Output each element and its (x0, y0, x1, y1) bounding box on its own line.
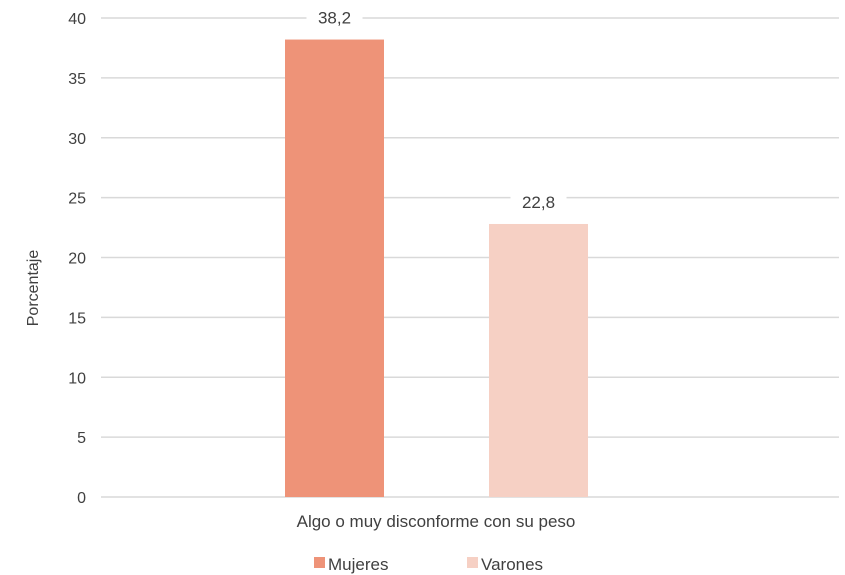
legend-label-mujeres: Mujeres (328, 555, 388, 574)
bar-varones[interactable] (489, 223, 588, 497)
legend-item-varones[interactable]: Varones (467, 555, 543, 574)
data-label-background (306, 6, 363, 29)
y-tick-label: 35 (68, 71, 86, 88)
y-tick-label: 25 (68, 191, 86, 208)
y-tick-label: 15 (68, 310, 86, 327)
y-axis-ticks: 0 5 10 15 20 25 30 35 40 (68, 11, 86, 507)
data-label-background (510, 190, 567, 213)
y-tick-label: 30 (68, 131, 86, 148)
y-tick-label: 5 (77, 430, 86, 447)
legend[interactable]: Mujeres Varones (314, 555, 543, 574)
y-tick-label: 10 (68, 370, 86, 387)
x-category-label: Algo o muy disconforme con su peso (297, 512, 576, 531)
y-tick-label: 20 (68, 251, 86, 268)
legend-swatch-varones (467, 557, 478, 568)
legend-item-mujeres[interactable]: Mujeres (314, 555, 388, 574)
data-label-mujeres: 38,2 (318, 9, 351, 28)
y-tick-label: 40 (68, 11, 86, 28)
bars (285, 39, 588, 498)
y-tick-label: 0 (77, 490, 86, 507)
legend-swatch-mujeres (314, 557, 325, 568)
bar-mujeres[interactable] (285, 39, 384, 498)
data-label-varones: 22,8 (522, 193, 555, 212)
data-labels: 38,2 22,8 (306, 6, 567, 213)
y-axis-title: Porcentaje (25, 250, 42, 327)
legend-label-varones: Varones (481, 555, 543, 574)
gridlines (101, 17, 839, 498)
